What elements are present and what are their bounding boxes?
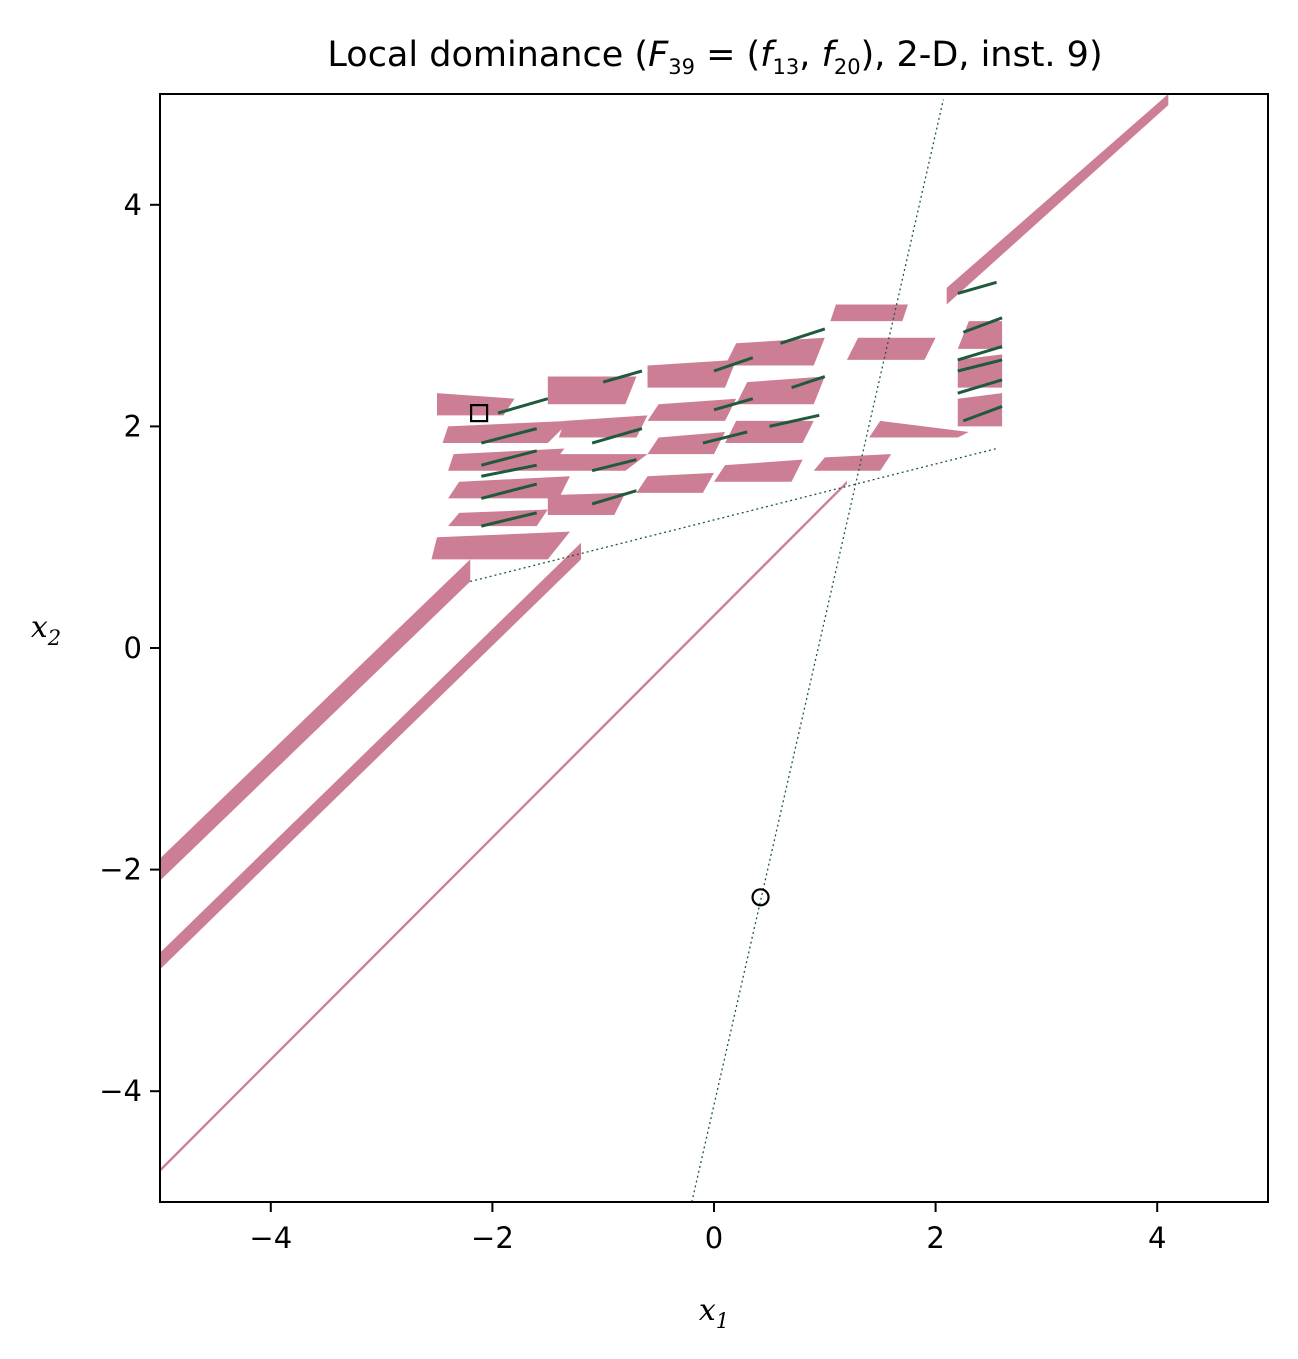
dominated-patch — [647, 359, 737, 388]
dominated-patch — [846, 337, 936, 360]
dominated-patch — [547, 454, 648, 471]
efficient-segment — [480, 511, 538, 528]
circle-marker — [751, 888, 770, 907]
efficient-segment — [780, 327, 826, 345]
dominated-band — [160, 542, 582, 970]
dominated-patch — [448, 509, 548, 527]
dominated-patch — [431, 531, 570, 560]
axis-ticks: −4 −2 0 2 4 −4 −2 0 2 4 — [99, 188, 1166, 1255]
dominated-patch — [830, 304, 908, 322]
chart-title: Local dominance (F39 = (f13, f20), 2-D, … — [327, 35, 1102, 79]
dominated-patch — [869, 420, 969, 438]
efficient-dotted-line — [470, 447, 997, 583]
efficient-segment — [957, 378, 1003, 395]
dominated-patch — [647, 431, 726, 455]
efficient-segment — [480, 427, 538, 445]
dominated-band — [160, 559, 471, 881]
efficient-segment — [791, 375, 826, 390]
efficient-segment — [481, 463, 538, 478]
efficient-segment — [480, 482, 538, 500]
square-marker — [470, 404, 489, 423]
efficient-segment — [602, 369, 643, 384]
y-tick-label: −4 — [99, 1074, 142, 1108]
efficient-segment — [497, 397, 549, 415]
dominated-band — [160, 480, 847, 1173]
efficient-segment — [713, 397, 754, 412]
x-tick-label: 0 — [705, 1221, 723, 1255]
efficient-segment — [713, 356, 754, 373]
dominated-patch — [813, 454, 892, 471]
efficient-segment — [962, 405, 1003, 423]
plot-content — [160, 94, 1169, 1202]
dominated-patch — [448, 476, 570, 499]
efficient-segment — [480, 449, 538, 467]
y-tick-label: −2 — [99, 853, 142, 887]
efficient-dotted-line — [691, 99, 944, 1202]
x-tick-label: −4 — [249, 1221, 292, 1255]
efficient-segment — [769, 413, 820, 428]
efficient-segment — [957, 358, 1003, 373]
y-axis-label: x2 — [31, 610, 61, 650]
efficient-segment — [591, 427, 643, 445]
efficient-segment — [957, 280, 997, 295]
dominated-patch — [547, 376, 637, 405]
efficient-segment — [702, 430, 748, 445]
y-tick-label: 0 — [124, 631, 142, 665]
dominated-patch — [957, 321, 1003, 349]
dominated-band — [946, 94, 1169, 305]
dominated-patch — [636, 472, 714, 493]
x-axis-label: x1 — [699, 1293, 729, 1333]
efficient-segment — [591, 489, 637, 506]
efficient-segment — [591, 458, 637, 473]
dominated-patch — [442, 420, 570, 444]
x-tick-label: 2 — [926, 1221, 944, 1255]
dominated-patch — [725, 420, 814, 444]
y-tick-label: 4 — [124, 188, 142, 222]
dominated-patch — [714, 459, 803, 482]
x-tick-label: 4 — [1148, 1221, 1166, 1255]
efficient-segment — [962, 316, 1003, 334]
efficient-segment — [957, 345, 1003, 362]
x-tick-label: −2 — [471, 1221, 514, 1255]
y-tick-label: 2 — [124, 409, 142, 443]
dominated-patch — [647, 398, 737, 421]
